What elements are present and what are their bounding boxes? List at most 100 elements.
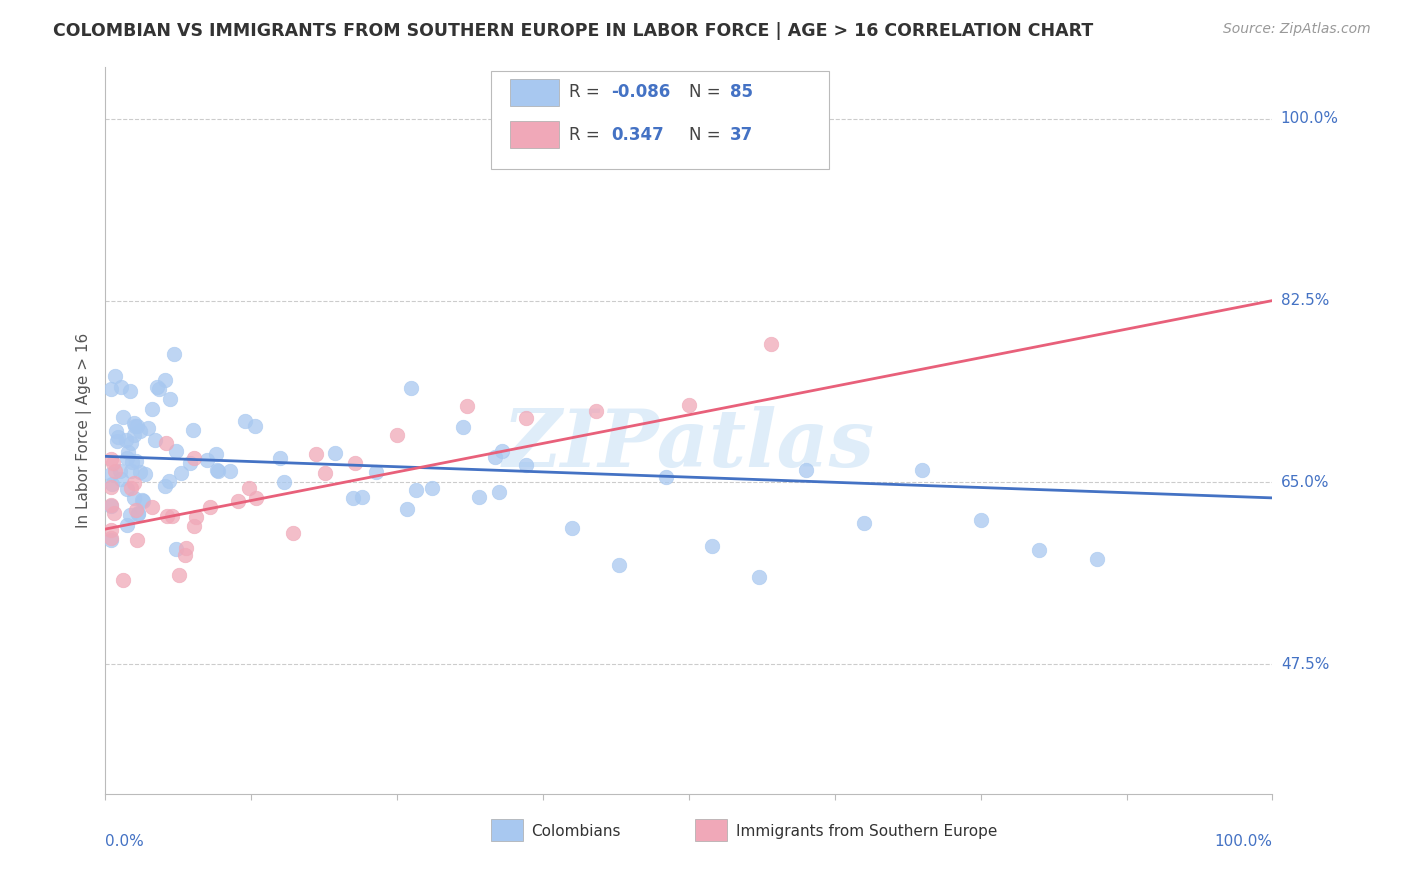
Point — [198, 500, 221, 514]
Point — [174, 548, 197, 562]
Text: N =: N = — [689, 83, 725, 102]
Point — [125, 454, 148, 468]
Point — [167, 568, 190, 582]
Point — [484, 450, 506, 464]
Point — [364, 465, 387, 479]
Point — [243, 419, 266, 434]
Point — [127, 506, 149, 520]
Point — [195, 452, 218, 467]
Y-axis label: In Labor Force | Age > 16: In Labor Force | Age > 16 — [76, 333, 93, 528]
Point — [344, 456, 367, 470]
Point — [120, 384, 142, 398]
Point — [165, 541, 187, 556]
Point — [105, 424, 128, 438]
Point — [155, 373, 177, 387]
Text: 100.0%: 100.0% — [1215, 834, 1272, 849]
Point — [1028, 543, 1050, 558]
Point — [153, 478, 176, 492]
Point — [183, 450, 205, 465]
Point — [207, 464, 229, 478]
Point — [115, 517, 138, 532]
Text: 65.0%: 65.0% — [1281, 475, 1329, 490]
Point — [852, 516, 875, 531]
FancyBboxPatch shape — [491, 70, 830, 169]
FancyBboxPatch shape — [491, 820, 523, 841]
Point — [515, 458, 537, 473]
Text: -0.086: -0.086 — [610, 83, 671, 102]
Point — [585, 403, 607, 417]
Point — [124, 419, 146, 434]
Point — [1087, 551, 1109, 566]
Point — [120, 508, 142, 522]
Point — [491, 444, 513, 458]
Point — [114, 433, 136, 447]
Point — [170, 466, 193, 480]
Point — [125, 533, 148, 547]
Point — [420, 481, 443, 495]
Point — [488, 485, 510, 500]
Point — [323, 446, 346, 460]
Point — [100, 524, 122, 538]
Point — [160, 509, 183, 524]
Point — [105, 434, 128, 449]
Point — [405, 483, 427, 498]
Point — [304, 448, 326, 462]
Text: 100.0%: 100.0% — [1281, 112, 1339, 127]
Point — [219, 464, 242, 478]
Text: COLOMBIAN VS IMMIGRANTS FROM SOUTHERN EUROPE IN LABOR FORCE | AGE > 16 CORRELATI: COLOMBIAN VS IMMIGRANTS FROM SOUTHERN EU… — [53, 22, 1094, 40]
FancyBboxPatch shape — [695, 820, 727, 841]
Point — [100, 498, 122, 512]
Point — [748, 569, 770, 583]
Point — [125, 503, 148, 517]
Text: Colombians: Colombians — [531, 824, 621, 839]
Point — [100, 383, 122, 397]
Point — [148, 382, 170, 396]
Point — [176, 541, 198, 555]
Point — [100, 452, 122, 467]
Point — [134, 467, 156, 482]
Point — [281, 525, 304, 540]
Point — [205, 447, 228, 461]
Point — [112, 409, 135, 424]
Point — [112, 573, 135, 587]
Point — [515, 411, 537, 425]
Point — [110, 472, 132, 486]
Point — [165, 444, 187, 458]
Point — [122, 428, 145, 442]
Point — [607, 558, 630, 572]
Text: 85: 85 — [730, 83, 752, 102]
Point — [654, 470, 676, 484]
Point — [970, 513, 993, 527]
Point — [103, 507, 125, 521]
Point — [163, 347, 186, 361]
Point — [122, 416, 145, 430]
Text: 47.5%: 47.5% — [1281, 657, 1329, 672]
Point — [120, 464, 142, 478]
Point — [385, 428, 409, 442]
Point — [155, 436, 177, 450]
Text: R =: R = — [569, 126, 605, 144]
Point — [141, 402, 163, 417]
Point — [121, 455, 143, 469]
Text: 82.5%: 82.5% — [1281, 293, 1329, 308]
Point — [104, 369, 127, 384]
Text: Immigrants from Southern Europe: Immigrants from Southern Europe — [735, 824, 997, 839]
Text: R =: R = — [569, 83, 605, 102]
Point — [129, 425, 152, 439]
Point — [399, 381, 422, 395]
Point — [107, 430, 129, 444]
Point — [122, 491, 145, 505]
Point — [702, 539, 724, 553]
Point — [245, 491, 267, 505]
FancyBboxPatch shape — [510, 120, 560, 148]
FancyBboxPatch shape — [510, 78, 560, 106]
Point — [226, 494, 249, 508]
Point — [352, 490, 374, 504]
Point — [794, 463, 817, 477]
Text: N =: N = — [689, 126, 725, 144]
Point — [131, 492, 153, 507]
Point — [186, 510, 208, 524]
Point — [269, 450, 291, 465]
Text: 0.0%: 0.0% — [105, 834, 145, 849]
Point — [110, 380, 132, 394]
